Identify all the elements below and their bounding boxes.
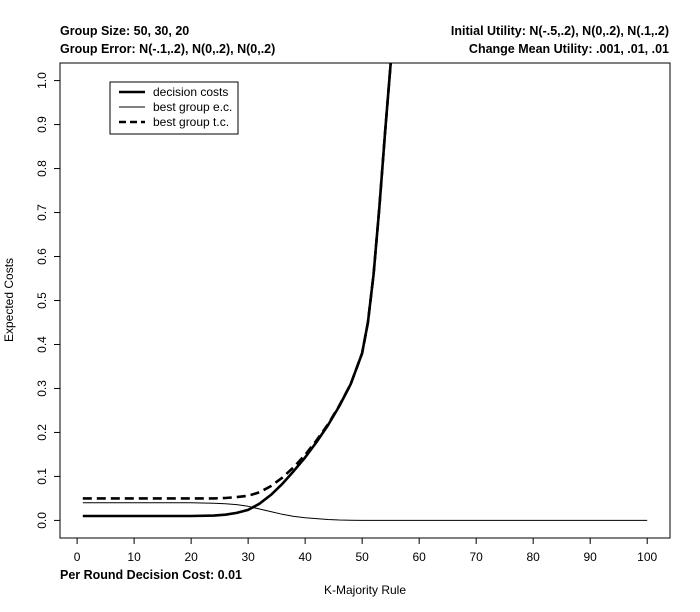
x-tick-label-10: 10 bbox=[127, 550, 141, 564]
x-tick-label-20: 20 bbox=[184, 550, 198, 564]
y-tick-label-7: 0.7 bbox=[35, 204, 49, 221]
legend-box bbox=[109, 81, 239, 135]
legend-label-decision-costs: decision costs bbox=[153, 85, 228, 99]
y-axis-label: Expected Costs bbox=[2, 258, 16, 342]
y-axis: 0.0 0.1 0.2 0.3 0.4 0.5 0.6 0.7 0.8 0.9 1.0 bbox=[35, 72, 60, 529]
x-tick-label-80: 80 bbox=[526, 550, 540, 564]
x-tick-label-100: 100 bbox=[637, 550, 657, 564]
y-tick-label-3: 0.3 bbox=[35, 380, 49, 397]
y-tick-label-9: 0.9 bbox=[35, 116, 49, 133]
x-tick-label-70: 70 bbox=[469, 550, 483, 564]
y-tick-label-6: 0.6 bbox=[35, 248, 49, 265]
change-mean-utility-text: Change Mean Utility: .001, .01, .01 bbox=[468, 42, 669, 56]
y-tick-label-8: 0.8 bbox=[35, 160, 49, 177]
legend-label-best-group-tc: best group t.c. bbox=[153, 115, 229, 129]
series-line-best-group-e-c bbox=[82, 502, 648, 521]
x-axis-label: K-Majority Rule bbox=[324, 583, 406, 597]
y-tick-label-2: 0.2 bbox=[35, 424, 49, 441]
y-tick-label-5: 0.5 bbox=[35, 292, 49, 309]
initial-utility-text: Initial Utility: N(-.5,.2), N(0,.2), N(.… bbox=[450, 24, 669, 38]
x-tick-label-50: 50 bbox=[355, 550, 369, 564]
y-tick-label-4: 0.4 bbox=[35, 336, 49, 353]
y-tick-label-1: 0.1 bbox=[35, 468, 49, 485]
y-tick-label-10: 1.0 bbox=[35, 72, 49, 89]
legend: decision costs best group e.c. best grou… bbox=[109, 81, 239, 135]
x-tick-label-60: 60 bbox=[412, 550, 426, 564]
x-axis: 0 10 20 30 40 50 60 70 80 90 100 bbox=[74, 538, 658, 564]
group-error-text: Group Error: N(-.1,.2), N(0,.2), N(0,.2) bbox=[60, 42, 276, 56]
x-tick-label-90: 90 bbox=[584, 550, 598, 564]
series-layer bbox=[82, 63, 648, 521]
series-line-decision-costs bbox=[82, 63, 392, 518]
x-tick-label-40: 40 bbox=[298, 550, 312, 564]
x-tick-label-0: 0 bbox=[74, 550, 81, 564]
legend-label-best-group-ec: best group e.c. bbox=[153, 100, 232, 114]
decision-cost-text: Per Round Decision Cost: 0.01 bbox=[60, 568, 242, 582]
x-tick-label-30: 30 bbox=[241, 550, 255, 564]
y-tick-label-0: 0.0 bbox=[35, 512, 49, 529]
group-size-text: Group Size: 50, 30, 20 bbox=[60, 24, 190, 38]
